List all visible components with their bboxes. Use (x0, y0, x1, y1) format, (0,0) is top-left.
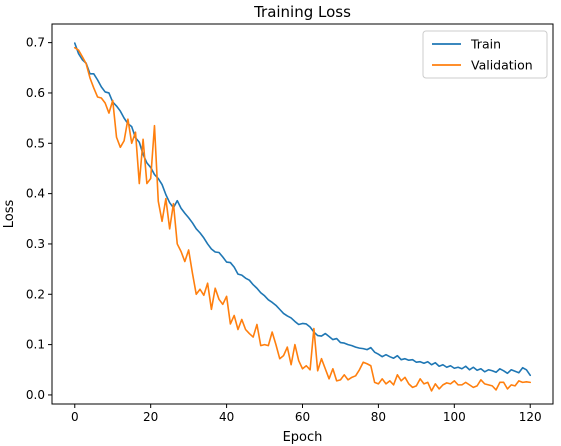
y-tick-label: 0.3 (26, 237, 45, 251)
y-axis-label: Loss (2, 200, 17, 229)
legend-label-validation: Validation (471, 58, 533, 73)
x-tick-label: 80 (371, 410, 386, 424)
y-tick-label: 0.6 (26, 86, 45, 100)
y-tick-label: 0.0 (26, 388, 45, 402)
x-tick-label: 0 (71, 410, 79, 424)
y-tick-label: 0.2 (26, 287, 45, 301)
series-layer (73, 42, 532, 392)
y-tick-label: 0.1 (26, 338, 45, 352)
x-tick-label: 60 (295, 410, 310, 424)
x-tick-label: 100 (443, 410, 466, 424)
legend-label-train: Train (470, 37, 501, 52)
y-tick-label: 0.7 (26, 36, 45, 50)
series-line-validation (73, 46, 532, 392)
x-axis-label: Epoch (283, 430, 323, 445)
x-axis-ticks: 0 20 40 60 80 100 120 (71, 404, 542, 424)
legend-box (422, 30, 548, 79)
y-tick-label: 0.4 (26, 187, 45, 201)
x-tick-label: 40 (219, 410, 234, 424)
legend: Train Validation (422, 30, 548, 79)
x-tick-label: 20 (143, 410, 158, 424)
x-tick-label: 120 (519, 410, 542, 424)
chart-title: Training Loss (253, 3, 351, 21)
y-tick-label: 0.5 (26, 136, 45, 150)
y-axis-ticks: 0.0 0.1 0.2 0.3 0.4 0.5 0.6 0.7 (26, 36, 52, 402)
